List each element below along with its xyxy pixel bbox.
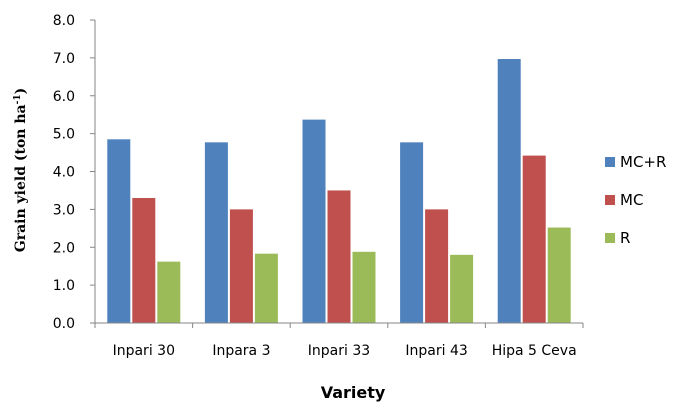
bar-mc-r-inpari-43 [400, 142, 424, 323]
x-tick-label: Inpari 43 [405, 343, 467, 359]
y-tick-label: 1.0 [53, 278, 75, 294]
y-tick-label: 0.0 [53, 316, 75, 332]
legend-swatch [605, 195, 615, 205]
y-tick-label: 4.0 [53, 165, 75, 181]
bars-layer [107, 59, 571, 323]
bar-r-hipa-5-ceva [547, 227, 571, 323]
legend-label: MC+R [620, 153, 666, 171]
legend-label: MC [620, 191, 643, 209]
y-axis-title-main: Grain yield (ton ha [13, 104, 29, 252]
bar-mc-inpara-3 [229, 209, 253, 323]
y-tick-label: 2.0 [53, 240, 75, 256]
bar-r-inpari-33 [352, 251, 376, 323]
bar-mc-r-inpari-30 [107, 139, 131, 323]
bar-mc-inpari-43 [425, 209, 449, 323]
axes-layer [90, 19, 584, 328]
y-axis-title: Grain yield (ton ha-1) [13, 88, 29, 252]
y-tick-label: 8.0 [53, 13, 75, 29]
y-tick-label: 7.0 [53, 51, 75, 67]
legend-swatch [605, 233, 615, 243]
bar-mc-r-hipa-5-ceva [497, 59, 521, 323]
x-tick-label: Inpari 30 [113, 343, 175, 359]
bar-mc-hipa-5-ceva [522, 155, 546, 323]
y-axis-title-superscript: -1 [13, 94, 23, 104]
bar-mc-r-inpara-3 [204, 142, 228, 323]
x-tick-label: Inpari 33 [308, 343, 370, 359]
y-axis-title-close: ) [13, 88, 29, 95]
legend: MC+R MC R [605, 153, 666, 247]
labels-layer: Inpari 30 Inpara 3 Inpari 33 Inpari 43 Hipa … [53, 13, 577, 359]
bar-mc-inpari-33 [327, 190, 351, 323]
x-axis-title: Variety [321, 383, 386, 402]
bar-mc-inpari-30 [132, 198, 156, 323]
y-tick-label: 6.0 [53, 89, 75, 105]
y-tick-label: 3.0 [53, 202, 75, 218]
bar-r-inpari-30 [157, 261, 181, 323]
bar-mc-r-inpari-33 [302, 119, 326, 323]
x-tick-label: Inpara 3 [212, 343, 270, 359]
bar-r-inpara-3 [254, 253, 278, 323]
legend-swatch [605, 157, 615, 167]
y-tick-label: 5.0 [53, 127, 75, 143]
bar-r-inpari-43 [450, 254, 474, 323]
x-tick-label: Hipa 5 Ceva [492, 343, 577, 359]
legend-label: R [620, 229, 630, 247]
